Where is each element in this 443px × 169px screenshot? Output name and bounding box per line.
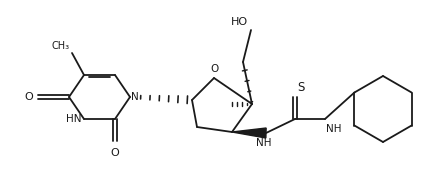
Text: O: O: [24, 92, 33, 102]
Text: CH₃: CH₃: [52, 41, 70, 51]
Polygon shape: [232, 128, 266, 138]
Text: O: O: [111, 148, 119, 158]
Text: HO: HO: [231, 17, 248, 27]
Text: HN: HN: [66, 114, 82, 124]
Text: NH: NH: [326, 124, 342, 134]
Text: NH: NH: [256, 138, 272, 148]
Text: N: N: [131, 92, 139, 102]
Text: S: S: [297, 81, 304, 94]
Text: O: O: [211, 64, 219, 74]
